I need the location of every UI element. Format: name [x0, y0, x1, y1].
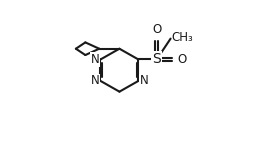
Text: O: O — [152, 23, 161, 36]
Text: O: O — [178, 53, 187, 66]
Text: S: S — [152, 52, 161, 66]
Text: N: N — [91, 74, 100, 87]
Text: N: N — [91, 53, 100, 66]
Text: N: N — [139, 74, 148, 87]
Text: CH₃: CH₃ — [172, 31, 194, 44]
